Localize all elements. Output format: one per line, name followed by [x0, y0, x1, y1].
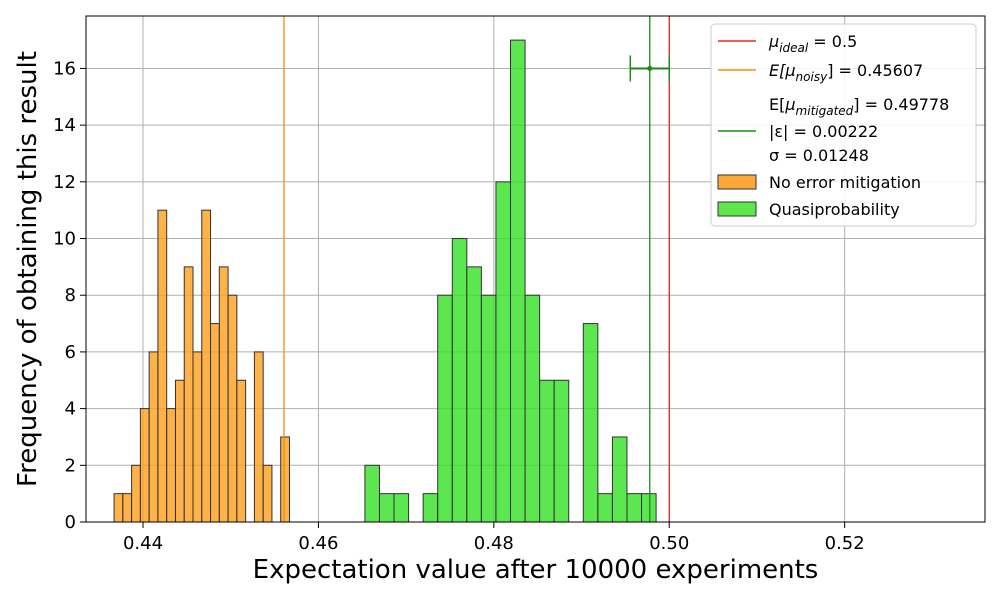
x-axis-label: Expectation value after 10000 experiment… [253, 555, 819, 585]
y-tick-label: 16 [53, 58, 76, 79]
x-tick-label: 0.46 [298, 533, 338, 554]
legend-entry-label: μideal = 0.5 [768, 32, 857, 55]
histogram-bar [510, 39, 526, 523]
histogram-bar [192, 351, 203, 523]
histogram-bar [139, 408, 150, 523]
histogram-bar [157, 209, 168, 523]
legend-entry-label: Quasiprobability [769, 200, 900, 219]
histogram-bar [122, 493, 133, 523]
y-axis-label: Frequency of obtaining this result [13, 51, 43, 487]
histogram-bar [166, 408, 176, 523]
histogram-bar [378, 493, 395, 523]
histogram-bar [148, 351, 159, 523]
histogram-bar [626, 493, 643, 523]
y-tick-label: 14 [53, 115, 76, 136]
histogram-bar [539, 379, 555, 523]
histogram-bar [131, 464, 141, 523]
histogram-bar [611, 436, 628, 523]
histogram-bar [553, 379, 570, 523]
histogram-bar [262, 464, 273, 523]
histogram-bar [183, 266, 194, 523]
histogram-bar [422, 493, 439, 523]
legend: μideal = 0.5 E[μnoisy] = 0.45607 E[μmitiga… [710, 23, 977, 227]
y-tick-label: 10 [53, 229, 76, 250]
error-bar-point [647, 65, 653, 71]
x-tick-label: 0.48 [474, 533, 514, 554]
legend-patch-marker [717, 201, 757, 217]
reference-lines [283, 16, 671, 522]
plot-frame [85, 15, 986, 523]
histogram-bar [495, 181, 512, 523]
y-tick-label: 6 [65, 342, 76, 363]
histogram-bar [113, 493, 124, 523]
legend-entry-label: σ = 0.01248 [769, 146, 869, 165]
legend-entry-label: E[μnoisy] = 0.45607 [769, 61, 923, 84]
histogram-bar [227, 294, 238, 523]
histogram-bar [451, 238, 468, 523]
y-tick-label: 0 [65, 512, 76, 533]
histogram-bar [524, 294, 541, 523]
axis-ticks: 0.44 0.46 0.48 0.50 0.52 0 2 4 6 8 10 12 14 16 [53, 58, 865, 554]
histogram-bar [218, 266, 229, 523]
x-tick-label: 0.44 [123, 533, 163, 554]
legend-patch-marker [717, 174, 757, 190]
histogram-bar [236, 379, 247, 523]
bars [113, 39, 657, 523]
y-tick-label: 8 [65, 285, 76, 306]
histogram-bar [280, 436, 290, 523]
x-tick-label: 0.50 [649, 533, 689, 554]
histogram-bar [582, 323, 599, 523]
y-tick-label: 2 [65, 455, 76, 476]
legend-box [710, 23, 977, 227]
y-tick-label: 12 [53, 172, 76, 193]
histogram-bar [201, 209, 212, 523]
histogram-bar [597, 493, 613, 523]
legend-entry-label: No error mitigation [769, 173, 921, 192]
histogram-bar [641, 493, 657, 523]
histogram-bar [210, 323, 220, 523]
y-tick-label: 4 [65, 399, 76, 420]
histogram-bar [466, 266, 482, 523]
x-tick-label: 0.52 [825, 533, 865, 554]
histogram-bar [393, 493, 410, 523]
legend-entry-label: |ε| = 0.00222 [769, 122, 878, 141]
histogram-bar [480, 294, 497, 523]
legend-entry-label: E[μmitigated] = 0.49778 [769, 95, 949, 118]
histogram-bar [364, 464, 380, 523]
histogram-bar [174, 379, 185, 523]
histogram-bar [437, 294, 453, 523]
histogram-bar [253, 351, 264, 523]
